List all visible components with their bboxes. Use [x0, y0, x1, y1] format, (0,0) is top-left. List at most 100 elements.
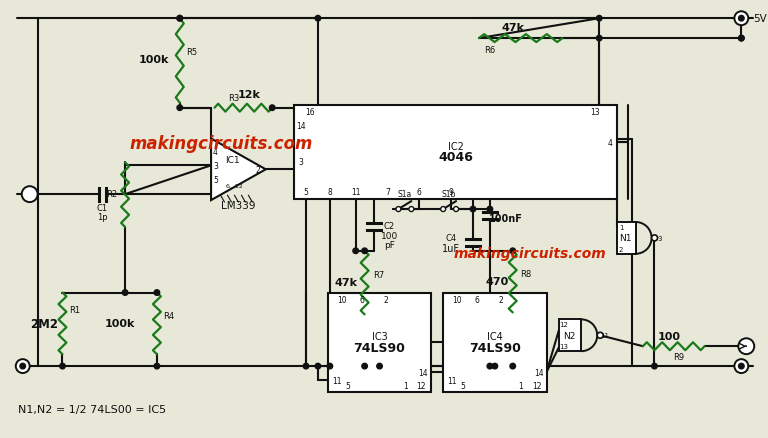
Circle shape	[327, 364, 333, 369]
Text: 100: 100	[657, 332, 680, 342]
Text: 11: 11	[351, 187, 360, 196]
Circle shape	[409, 207, 414, 212]
Text: 4: 4	[213, 148, 218, 156]
Circle shape	[270, 106, 275, 111]
Circle shape	[470, 207, 475, 212]
Text: R3: R3	[228, 94, 239, 103]
Circle shape	[510, 364, 515, 369]
Circle shape	[177, 16, 183, 22]
Circle shape	[739, 16, 744, 22]
Circle shape	[738, 339, 754, 354]
Text: LM339: LM339	[221, 201, 256, 211]
Circle shape	[597, 16, 602, 22]
Circle shape	[598, 332, 603, 339]
Text: 5: 5	[461, 381, 465, 391]
Text: 12: 12	[531, 381, 541, 391]
Text: 3: 3	[657, 235, 662, 241]
Text: N1: N1	[619, 234, 632, 243]
Text: 100k: 100k	[139, 55, 169, 65]
Text: 470: 470	[485, 276, 508, 286]
Circle shape	[396, 207, 401, 212]
Circle shape	[651, 235, 657, 241]
Text: 2: 2	[619, 246, 624, 252]
Text: 1p: 1p	[97, 212, 108, 221]
Circle shape	[122, 290, 128, 296]
Circle shape	[652, 364, 657, 369]
Text: 2: 2	[256, 166, 260, 174]
Bar	[294, 106, 617, 200]
Text: 4046: 4046	[438, 151, 473, 164]
Bar	[559, 320, 581, 351]
Text: 12: 12	[559, 321, 568, 328]
Text: S1a: S1a	[397, 189, 412, 198]
Text: 5V: 5V	[753, 14, 767, 24]
Text: R2: R2	[107, 189, 118, 198]
Circle shape	[739, 364, 744, 369]
Text: 12k: 12k	[238, 89, 261, 99]
Text: IC3: IC3	[372, 332, 387, 342]
Text: 2: 2	[498, 295, 503, 304]
Text: 5: 5	[346, 381, 350, 391]
Circle shape	[441, 207, 445, 212]
Text: R7: R7	[373, 271, 384, 279]
Circle shape	[362, 248, 367, 254]
Circle shape	[362, 364, 367, 369]
Circle shape	[154, 290, 160, 296]
Circle shape	[177, 106, 183, 111]
Text: C4: C4	[445, 234, 457, 243]
Circle shape	[454, 207, 458, 212]
Text: 3: 3	[299, 158, 303, 166]
Circle shape	[177, 16, 183, 22]
Polygon shape	[211, 139, 266, 201]
Text: C2: C2	[384, 222, 395, 231]
Circle shape	[597, 36, 602, 42]
Circle shape	[739, 36, 744, 42]
Circle shape	[315, 364, 321, 369]
Text: 1uF: 1uF	[442, 243, 460, 253]
Text: 14: 14	[419, 368, 428, 377]
Text: 10: 10	[337, 295, 346, 304]
Text: 6: 6	[475, 295, 479, 304]
Text: 14: 14	[296, 122, 306, 131]
Circle shape	[492, 364, 498, 369]
Text: 6: 6	[417, 187, 422, 196]
Text: R8: R8	[520, 269, 531, 279]
Text: C1: C1	[97, 203, 108, 212]
Text: 11: 11	[447, 376, 457, 385]
Text: 9: 9	[449, 187, 454, 196]
Text: 1: 1	[619, 224, 624, 230]
Text: 14: 14	[534, 368, 544, 377]
Circle shape	[487, 207, 492, 212]
Text: 1: 1	[403, 381, 408, 391]
Text: 4: 4	[607, 139, 613, 148]
Circle shape	[487, 364, 492, 369]
Bar	[617, 223, 636, 254]
Circle shape	[20, 364, 25, 369]
Text: R9: R9	[673, 352, 684, 361]
Circle shape	[22, 187, 38, 203]
Text: 5: 5	[303, 187, 309, 196]
Text: R5: R5	[186, 47, 197, 57]
Text: R4: R4	[164, 311, 174, 320]
Text: IC1: IC1	[225, 155, 240, 165]
Text: IC4: IC4	[487, 332, 503, 342]
Text: 10: 10	[452, 295, 462, 304]
Text: pF: pF	[384, 241, 395, 250]
Bar	[328, 293, 431, 392]
Circle shape	[739, 36, 744, 42]
Circle shape	[60, 364, 65, 369]
Text: 74LS90: 74LS90	[469, 341, 521, 354]
Text: 5: 5	[213, 175, 218, 184]
Text: 7: 7	[385, 187, 390, 196]
Text: 100k: 100k	[105, 318, 135, 328]
Text: 16: 16	[305, 108, 315, 117]
Text: 13: 13	[591, 108, 600, 117]
Text: 6...12: 6...12	[226, 183, 243, 188]
Circle shape	[16, 359, 30, 373]
Text: 6: 6	[359, 295, 364, 304]
Text: 2: 2	[383, 295, 388, 304]
Circle shape	[734, 12, 748, 26]
Text: 74LS90: 74LS90	[353, 341, 406, 354]
Circle shape	[734, 359, 748, 373]
Text: 47k: 47k	[334, 277, 357, 287]
